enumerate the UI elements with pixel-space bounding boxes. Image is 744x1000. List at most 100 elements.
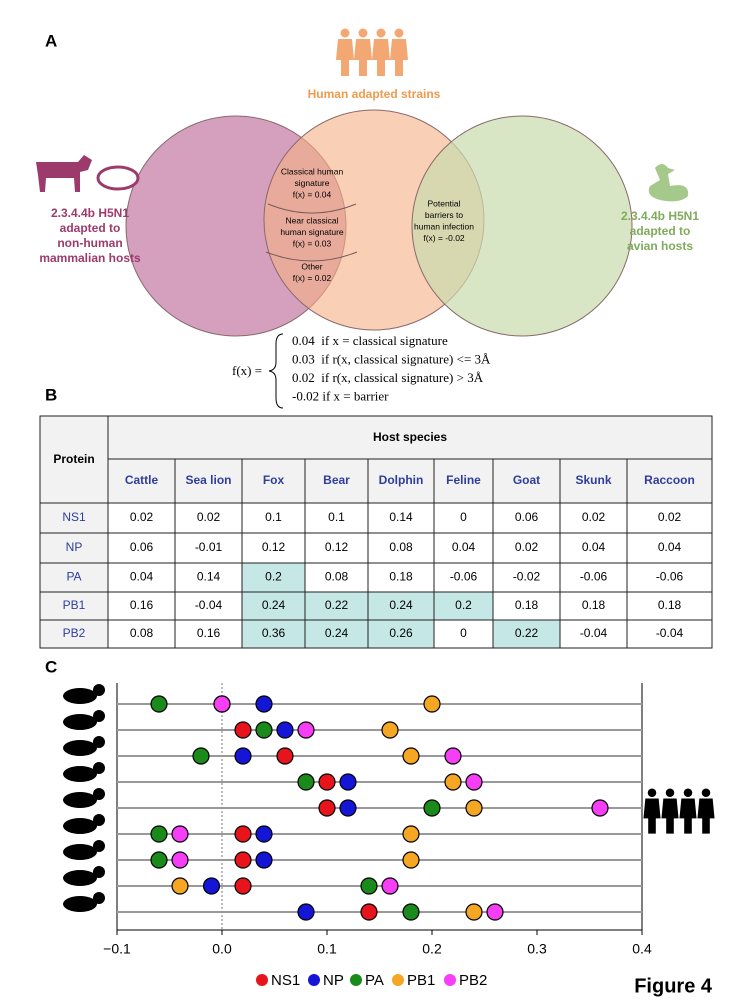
brace [268,333,284,409]
legend-swatch [350,974,362,986]
region-text: human signature [280,227,344,237]
region-text: human infection [414,221,474,231]
animal-icon [93,814,105,826]
table-cell: 0.12 [262,540,286,554]
table-cell: 0.08 [325,570,349,584]
dot [318,773,336,791]
table-cell: 0.1 [328,510,345,524]
x-tick-label: 0.1 [317,941,337,957]
table-cell: 0.18 [389,570,413,584]
highlight-cell [242,592,305,620]
person-icon [679,798,697,834]
host-label: adapted to [630,224,691,238]
highlight-cell [305,620,368,648]
table-header-bg [40,416,108,648]
dot [150,851,168,869]
legend-label: NP [323,972,344,989]
dot [171,877,189,895]
dot [171,851,189,869]
table-cell: 0.02 [515,540,539,554]
x-tick-label: 0.2 [422,941,442,957]
legend-label: NS1 [271,972,300,989]
table-cell: 0.08 [130,626,154,640]
region-text: Other [301,261,322,271]
person-icon [340,28,350,38]
animal-icon [93,892,105,904]
animal-icon [93,684,105,696]
dot [234,825,252,843]
table-cell: 0.36 [262,626,286,640]
animal-icon [63,792,97,808]
table-cell: 0.1 [265,510,282,524]
region-text: f(x) = 0.02 [293,273,332,283]
dot [360,877,378,895]
host-label: 2.3.4.4b H5N1 [621,209,699,223]
panda-icon [96,165,140,191]
dot [423,695,441,713]
animal-icon [93,736,105,748]
table-cell: 0.08 [389,540,413,554]
dot [318,799,336,817]
person-icon [354,39,372,76]
region-text: f(x) = -0.02 [423,233,465,243]
dot [486,903,504,921]
dot [402,851,420,869]
table-header: Protein [53,452,94,466]
animal-icon [93,840,105,852]
host-label: avian hosts [627,239,693,253]
person-icon [376,28,386,38]
dot [202,877,221,895]
table-cell: 0.14 [389,510,413,524]
dot [234,721,252,739]
host-label: non-human [57,236,122,250]
table-cell: -0.04 [195,598,223,612]
dot [213,695,231,713]
dot [192,747,210,765]
table-cell: 0.12 [325,540,349,554]
region-text: f(x) = 0.03 [293,238,332,248]
table-cell: 0.2 [455,598,472,612]
animal-icon [63,766,97,782]
person-icon [697,798,715,834]
legend-swatch [392,974,404,986]
host-label: adapted to [60,221,121,235]
host-label: mammalian hosts [39,251,141,265]
dot [297,903,315,921]
region-text: Potential [427,198,460,208]
animal-icon [63,896,97,912]
table-cell: 0.24 [325,626,349,640]
highlight-cell [305,592,368,620]
animal-icon [63,818,97,834]
dot [381,721,399,739]
table-cell: 0.18 [515,598,539,612]
dot [234,877,252,895]
region-text: Near classical [286,215,339,225]
table-cell: 0.04 [130,570,154,584]
person-icon [390,39,408,76]
dot [465,773,483,791]
dot [150,695,168,713]
table-cell: 0.26 [389,626,413,640]
highlight-cell [493,620,560,648]
table-cell: 0.18 [658,598,682,612]
animal-icon [63,844,97,860]
table-cell: 0.04 [452,540,476,554]
dot [150,825,168,843]
dot [360,903,378,921]
dot [234,851,252,869]
table-cell: -0.04 [580,626,608,640]
dot [444,773,462,791]
table-cell: -0.06 [656,570,684,584]
formula-case: 0.04 if x = classical signature [292,333,448,348]
dot [465,799,483,817]
table-cell: 0.22 [515,626,539,640]
person-icon [358,28,368,38]
dot [444,747,462,765]
animal-icon [93,710,105,722]
column-header: Bear [323,473,350,487]
dot [423,799,441,817]
highlight-cell [434,592,493,620]
table-cell: -0.06 [580,570,608,584]
region-text: barriers to [425,210,464,220]
